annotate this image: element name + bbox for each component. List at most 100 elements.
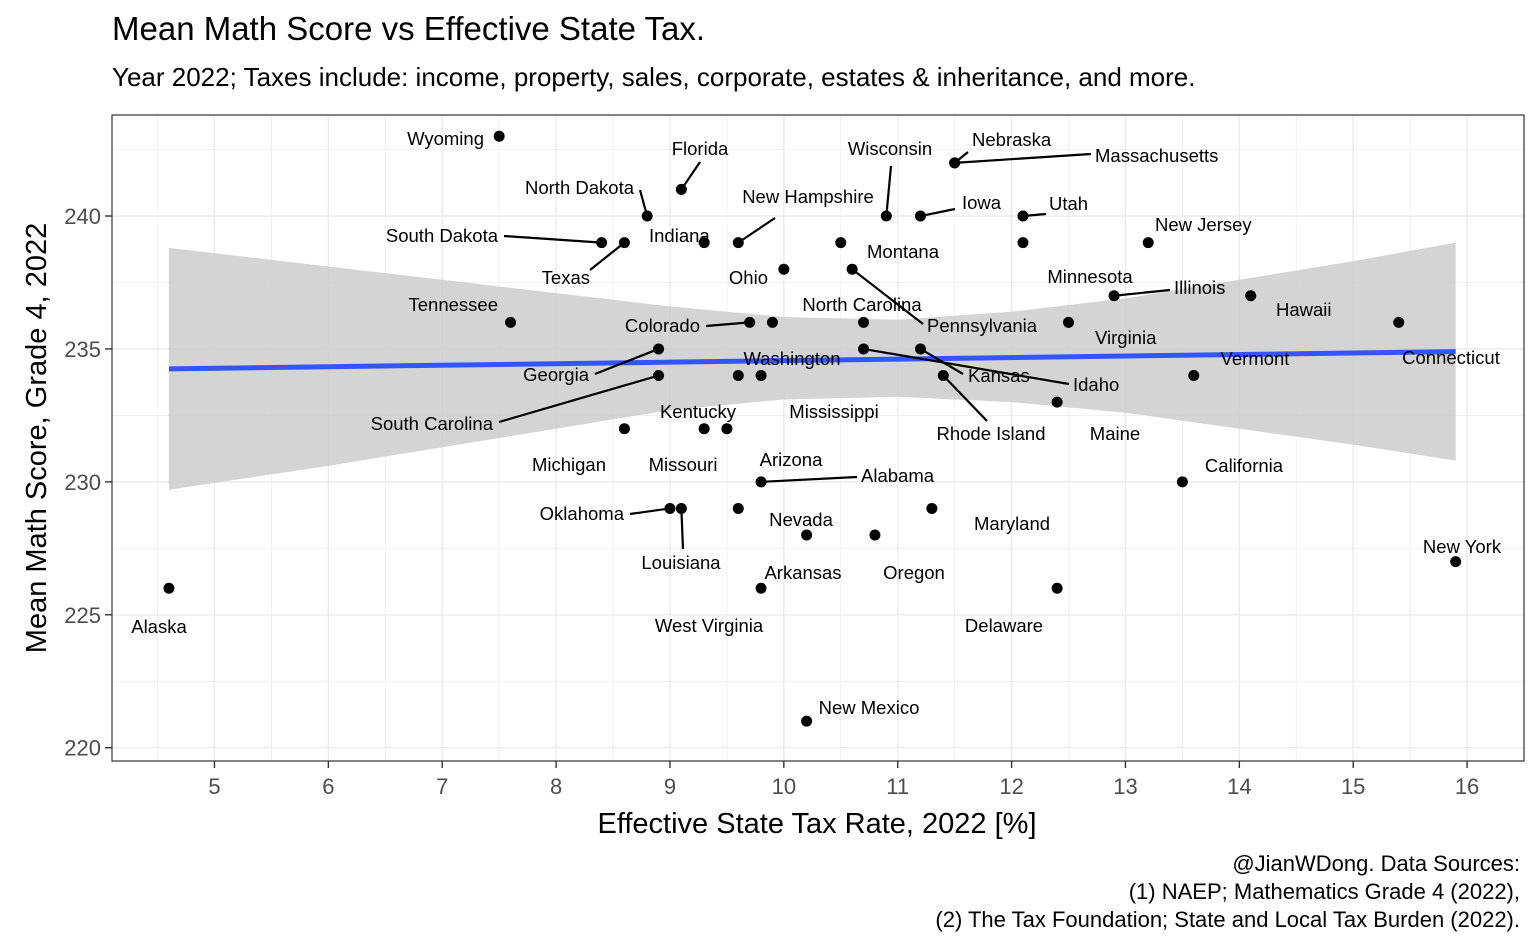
point-label: Kentucky (660, 401, 737, 422)
data-point (744, 316, 756, 328)
label-leader-line (885, 165, 893, 217)
point-label: Tennessee (409, 294, 498, 315)
point-label: North Carolina (802, 294, 922, 315)
point-label: Michigan (532, 454, 606, 475)
y-tick-label: 235 (64, 337, 101, 362)
data-point (766, 316, 778, 328)
data-point (846, 263, 858, 275)
confidence-band-group (168, 242, 1456, 490)
trend-line-group (168, 349, 1456, 372)
data-point (1393, 316, 1405, 328)
label-leader-line (851, 268, 924, 325)
point-label: Washington (743, 348, 840, 369)
x-axis-title: Effective State Tax Rate, 2022 [%] (597, 808, 1036, 840)
point-label: Oregon (883, 562, 945, 583)
point-label: Vermont (1221, 348, 1290, 369)
x-tick-label: 13 (1113, 774, 1137, 799)
data-point (1051, 582, 1063, 594)
x-tick-label: 14 (1227, 774, 1251, 799)
caption-line: (2) The Tax Foundation; State and Local … (935, 907, 1520, 932)
x-tick-label: 9 (664, 774, 676, 799)
label-leader-line (680, 508, 685, 550)
source-caption: @JianWDong. Data Sources: (1) NAEP; Math… (935, 850, 1520, 934)
point-labels: Wyoming Florida North Dakota Indiana South D… (131, 128, 1502, 718)
point-label: Kansas (968, 365, 1030, 386)
point-label: New Mexico (819, 697, 920, 718)
point-label: Alabama (861, 465, 935, 486)
data-point (653, 370, 665, 382)
data-point (755, 370, 767, 382)
data-points (163, 130, 1462, 727)
data-point (721, 423, 733, 435)
label-leader-line (705, 321, 750, 328)
point-label: New York (1423, 536, 1502, 557)
data-point (880, 210, 892, 222)
data-point (869, 529, 881, 541)
data-point (732, 502, 744, 514)
point-label: Hawaii (1276, 299, 1332, 320)
label-leader-line (761, 475, 858, 483)
data-point (926, 502, 938, 514)
point-label: Wyoming (407, 128, 484, 149)
data-point (698, 423, 710, 435)
data-point (1188, 370, 1200, 382)
data-point (1245, 290, 1257, 302)
point-label: California (1205, 455, 1284, 476)
label-leader-line (920, 207, 956, 218)
point-label: Virginia (1095, 327, 1157, 348)
x-tick-label: 5 (208, 774, 220, 799)
caption-line: @JianWDong. Data Sources: (1232, 851, 1520, 876)
data-point (732, 237, 744, 249)
point-label: Indiana (649, 225, 710, 246)
axes: 5 6 7 8 9 10 11 12 13 14 15 16 220 225 230 235 240 (64, 204, 1479, 799)
data-point (1108, 290, 1120, 302)
point-label: Georgia (523, 364, 590, 385)
data-point (1063, 316, 1075, 328)
chart-title: Mean Math Score vs Effective State Tax. (112, 10, 706, 47)
x-tick-label: 11 (886, 774, 909, 799)
point-label: Oklahoma (540, 503, 625, 524)
data-point (835, 237, 847, 249)
data-point (858, 316, 870, 328)
data-point (732, 370, 744, 382)
point-label: Colorado (625, 315, 700, 336)
point-label: Illinois (1174, 277, 1225, 298)
x-tick-label: 6 (322, 774, 334, 799)
y-tick-label: 240 (64, 204, 101, 229)
x-tick-label: 7 (436, 774, 448, 799)
point-label: Ohio (729, 267, 768, 288)
x-tick-label: 16 (1455, 774, 1479, 799)
point-label: New Hampshire (742, 186, 874, 207)
data-point (937, 370, 949, 382)
data-point (675, 502, 687, 514)
label-leader-line (954, 152, 1092, 164)
point-label: Massachusetts (1095, 145, 1218, 166)
point-label: Wisconsin (848, 138, 932, 159)
data-point (755, 582, 767, 594)
y-tick-label: 220 (64, 736, 101, 761)
point-label: Arkansas (764, 562, 841, 583)
point-label: Florida (672, 138, 729, 159)
label-leader-line (919, 347, 964, 375)
caption-line: (1) NAEP; Mathematics Grade 4 (2022), (1128, 879, 1520, 904)
data-point (163, 582, 175, 594)
data-point (914, 343, 926, 355)
data-point (493, 130, 505, 142)
label-leader-line (942, 374, 988, 422)
point-label: Maryland (974, 513, 1050, 534)
point-label: New Jersey (1155, 214, 1252, 235)
data-point (653, 343, 665, 355)
data-point (1017, 237, 1029, 249)
data-point (618, 423, 630, 435)
y-tick-label: 225 (64, 603, 101, 628)
data-point (1142, 237, 1154, 249)
point-label: Louisiana (641, 552, 721, 573)
label-leader-line (863, 347, 1070, 386)
label-leader-line (629, 507, 671, 516)
data-point (618, 237, 630, 249)
label-leader-line (589, 241, 626, 271)
point-label: Nebraska (972, 129, 1052, 150)
point-label: Pennsylvania (927, 315, 1038, 336)
data-point (755, 476, 767, 488)
point-label: West Virginia (655, 615, 764, 636)
